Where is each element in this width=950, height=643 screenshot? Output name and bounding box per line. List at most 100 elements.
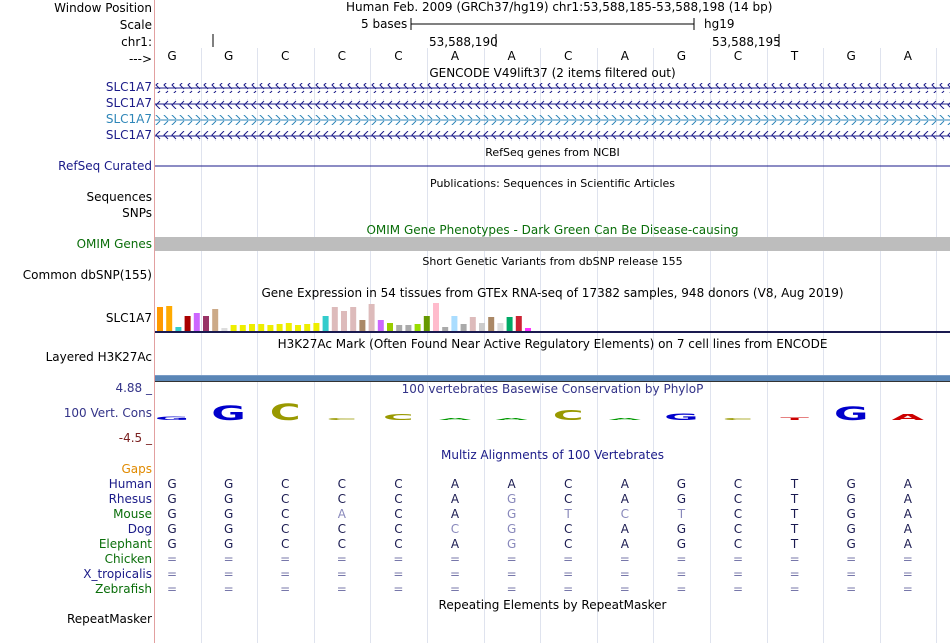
- alignment-base: T: [564, 507, 572, 521]
- gtex-baseline: [155, 331, 950, 333]
- gene-label-slc1a7-4[interactable]: SLC1A7: [105, 128, 152, 142]
- h3k27ac-signal[interactable]: [155, 375, 950, 382]
- snps-label[interactable]: SNPs: [122, 206, 152, 220]
- gene-model-2[interactable]: [155, 99, 950, 109]
- gtex-tissue-bar: [322, 316, 329, 331]
- alignment-base: =: [280, 567, 291, 581]
- alignment-base: =: [393, 552, 404, 566]
- alignment-base: A: [620, 522, 629, 536]
- gtex-tissue-bar: [230, 325, 237, 331]
- phylop-label[interactable]: 100 Vert. Cons: [63, 406, 152, 420]
- alignment-base: T: [677, 507, 686, 521]
- alignment-base: G: [846, 492, 856, 506]
- species-elephant-label[interactable]: Elephant: [98, 537, 152, 551]
- gtex-label[interactable]: SLC1A7: [105, 311, 152, 325]
- alignment-base: C: [337, 477, 346, 491]
- alignment-base: C: [450, 522, 460, 536]
- phylop-letter: G: [834, 403, 868, 425]
- alignment-base: G: [676, 537, 687, 551]
- species-mouse-label[interactable]: Mouse: [113, 507, 152, 521]
- gene-model-4[interactable]: [155, 131, 950, 141]
- species-human-label[interactable]: Human: [108, 477, 152, 491]
- gene-model-1[interactable]: [155, 83, 950, 93]
- phylop-letter: C: [553, 408, 584, 423]
- gtex-tissue-bar: [359, 320, 366, 331]
- ref-base: T: [790, 49, 799, 63]
- species-rhesus-label[interactable]: Rhesus: [108, 492, 152, 506]
- alignment-base: A: [620, 537, 629, 551]
- alignment-base: =: [449, 552, 461, 566]
- alignment-base: C: [733, 522, 743, 536]
- alignment-base: =: [506, 567, 517, 581]
- alignment-base: T: [790, 537, 799, 551]
- species-xtropicalis-label[interactable]: X_tropicalis: [83, 567, 152, 581]
- gtex-bar-chart[interactable]: [155, 300, 950, 332]
- alignment-base: G: [167, 507, 177, 521]
- refseq-track-title: RefSeq genes from NCBI: [485, 146, 620, 159]
- track-area[interactable]: Human Feb. 2009 (GRCh37/hg19) chr1:53,58…: [155, 0, 950, 643]
- alignment-base: C: [280, 537, 290, 551]
- ref-base: A: [620, 49, 629, 63]
- scale-bar: [410, 18, 695, 30]
- species-dog-label[interactable]: Dog: [127, 522, 152, 536]
- alignment-base: =: [393, 567, 404, 581]
- publications-label[interactable]: Sequences: [86, 190, 152, 204]
- gene-label-slc1a7-2[interactable]: SLC1A7: [105, 96, 152, 110]
- alignment-base: =: [846, 567, 857, 581]
- alignment-base: C: [337, 537, 346, 551]
- alignment-base: A: [450, 492, 460, 506]
- gtex-tissue-bar: [304, 324, 311, 331]
- gtex-tissue-bar: [249, 324, 255, 331]
- gene-model-3[interactable]: [155, 115, 950, 125]
- alignment-base: =: [619, 582, 630, 596]
- phylop-letter: A: [439, 418, 471, 421]
- alignment-base: A: [337, 507, 346, 521]
- h3k27ac-label[interactable]: Layered H3K27Ac: [45, 350, 152, 364]
- h3k27ac-track-title: H3K27Ac Mark (Often Found Near Active Re…: [277, 337, 828, 351]
- gene-label-slc1a7-3[interactable]: SLC1A7: [105, 112, 152, 126]
- repeatmasker-label[interactable]: RepeatMasker: [66, 612, 152, 626]
- phylop-letter: C: [326, 418, 357, 421]
- alignment-base: G: [676, 492, 687, 506]
- alignment-base: =: [506, 552, 517, 566]
- refseq-gene-line[interactable]: [155, 161, 950, 171]
- gtex-tissue-bar: [193, 313, 200, 331]
- omim-label[interactable]: OMIM Genes: [76, 237, 152, 251]
- phylop-letter: A: [892, 413, 925, 422]
- phylop-letter: C: [383, 413, 414, 422]
- alignment-base: A: [620, 477, 629, 491]
- dbsnp-label[interactable]: Common dbSNP(155): [22, 268, 152, 282]
- alignment-base: =: [336, 582, 347, 596]
- gtex-tissue-bar: [433, 303, 439, 331]
- alignment-base: =: [676, 567, 687, 581]
- alignment-base: G: [223, 507, 234, 521]
- phylop-letter: C: [723, 418, 754, 421]
- alignment-base: =: [732, 552, 744, 566]
- alignment-base: G: [506, 522, 517, 536]
- gtex-tissue-bar: [405, 325, 412, 331]
- alignment-base: G: [506, 492, 517, 506]
- species-chicken-label[interactable]: Chicken: [104, 552, 152, 566]
- species-zebrafish-label[interactable]: Zebrafish: [95, 582, 152, 596]
- ref-base: G: [676, 49, 687, 63]
- refseq-label[interactable]: RefSeq Curated: [58, 159, 152, 173]
- gtex-tissue-bar: [285, 323, 292, 331]
- alignment-base: =: [902, 582, 913, 596]
- gtex-track-title: Gene Expression in 54 tissues from GTEx …: [261, 286, 844, 300]
- track-labels: Window Position Scale chr1: ---> SLC1A7 …: [0, 0, 155, 643]
- alignment-base: =: [732, 567, 744, 581]
- gtex-tissue-bar: [175, 327, 182, 331]
- omim-gene-bar[interactable]: [155, 237, 950, 251]
- gencode-gene-models[interactable]: [155, 80, 950, 144]
- ref-base: C: [394, 49, 403, 63]
- alignment-base: =: [563, 582, 574, 596]
- phylop-letter: A: [609, 418, 641, 421]
- phylop-letter: G: [155, 416, 189, 421]
- gtex-tissue-bar: [295, 325, 301, 331]
- gtex-tissue-bar: [212, 309, 219, 331]
- alignment-base: =: [166, 552, 178, 566]
- alignment-base: =: [902, 567, 913, 581]
- gene-label-slc1a7-1[interactable]: SLC1A7: [105, 80, 152, 94]
- window-position-label: Window Position: [54, 1, 152, 15]
